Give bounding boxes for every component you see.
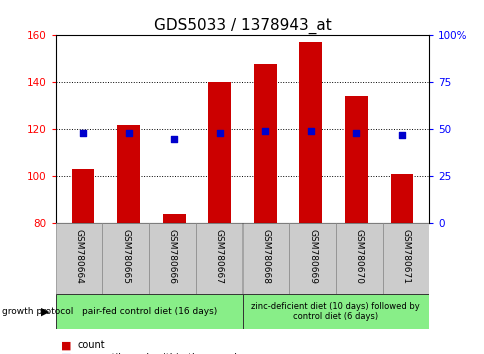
Text: count: count [77,340,105,350]
Bar [56,223,102,294]
Bar [163,214,185,223]
Text: zinc-deficient diet (10 days) followed by
control diet (6 days): zinc-deficient diet (10 days) followed b… [251,302,419,321]
Text: GSM780668: GSM780668 [261,229,270,284]
Text: ■: ■ [60,353,71,354]
Bar [390,174,412,223]
Text: GSM780665: GSM780665 [121,229,130,284]
Bar [242,223,288,294]
Bar [149,223,196,294]
Point [79,130,87,136]
Bar [102,223,149,294]
Bar [117,125,140,223]
Point [261,128,269,134]
Bar [253,64,276,223]
Point [215,130,223,136]
Point [352,130,360,136]
Text: percentile rank within the sample: percentile rank within the sample [77,353,242,354]
Bar [382,223,428,294]
Bar [72,169,94,223]
Bar [56,294,242,329]
Point [170,136,178,142]
Text: pair-fed control diet (16 days): pair-fed control diet (16 days) [81,307,216,316]
Title: GDS5033 / 1378943_at: GDS5033 / 1378943_at [153,18,331,34]
Text: ■: ■ [60,340,71,350]
Text: GSM780666: GSM780666 [167,229,177,284]
Point [306,128,314,134]
Text: GSM780669: GSM780669 [307,229,317,284]
Bar [335,223,382,294]
Bar [242,294,428,329]
Text: GSM780664: GSM780664 [75,229,83,284]
Text: GSM780670: GSM780670 [354,229,363,284]
Bar [344,96,367,223]
Bar [196,223,242,294]
Bar [208,82,231,223]
Text: growth protocol: growth protocol [2,307,74,316]
Text: GSM780671: GSM780671 [401,229,409,284]
Text: GSM780667: GSM780667 [214,229,223,284]
Bar [299,42,321,223]
Point [124,130,132,136]
Bar [288,223,335,294]
Point [397,132,405,138]
Text: ▶: ▶ [41,307,50,316]
